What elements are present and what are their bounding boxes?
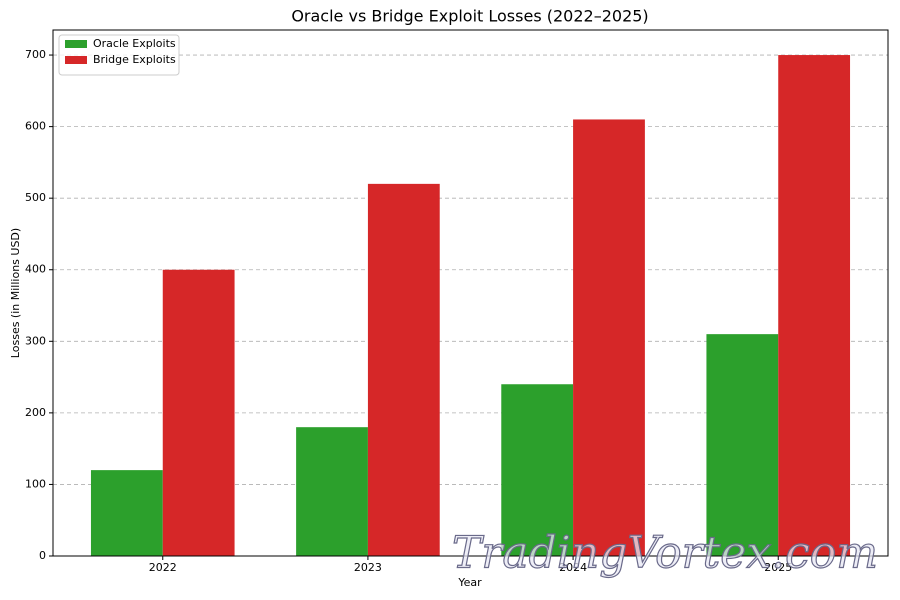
legend-swatch	[65, 40, 87, 48]
bar	[573, 119, 645, 556]
y-tick-label: 500	[25, 191, 46, 204]
x-tick-label: 2023	[354, 561, 382, 574]
legend: Oracle Exploits Bridge Exploits	[58, 34, 180, 76]
legend-box	[58, 34, 180, 76]
plot-area: 0 100 200 300 400 500 600 700 2022 2023 2024 2025 Or…	[25, 29, 889, 579]
legend-label: Bridge Exploits	[93, 53, 176, 66]
x-tick-label: 2022	[149, 561, 177, 574]
plot-frame	[52, 29, 889, 557]
watermark: TradingVortex.com	[452, 528, 878, 579]
y-tick-label: 200	[25, 406, 46, 419]
y-tick-label: 0	[39, 549, 46, 562]
x-tick-label: 2025	[764, 561, 792, 574]
y-tick-label: 700	[25, 48, 46, 61]
bar	[706, 334, 779, 556]
y-tick-label: 100	[25, 477, 46, 490]
y-tick-label: 600	[25, 120, 46, 133]
y-tick-label: 300	[25, 334, 46, 347]
x-axis-label: Year	[457, 576, 482, 589]
bar	[501, 384, 574, 556]
legend-swatch	[65, 56, 87, 64]
y-axis-label: Losses (in Millions USD)	[9, 228, 22, 358]
bar	[367, 183, 440, 556]
bar	[162, 269, 235, 556]
bar	[90, 470, 163, 556]
bar	[296, 427, 368, 556]
x-tick-label: 2024	[559, 561, 587, 574]
chart-title: Oracle vs Bridge Exploit Losses (2022–20…	[291, 7, 648, 26]
legend-label: Oracle Exploits	[93, 37, 176, 50]
y-tick-label: 400	[25, 263, 46, 276]
bar	[778, 55, 851, 557]
